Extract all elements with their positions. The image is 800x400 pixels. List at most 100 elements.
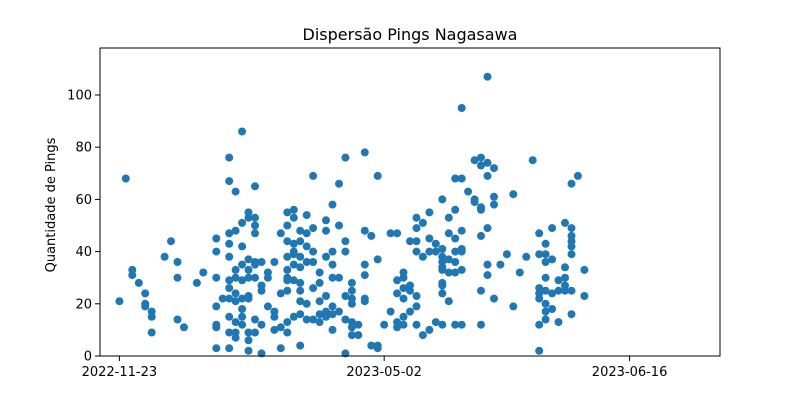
y-tick-label: 80 [75,141,92,156]
data-point [490,294,498,303]
data-point [251,315,259,324]
data-point [289,213,298,222]
data-point [212,344,221,353]
data-point [231,265,240,274]
data-point [490,192,498,201]
data-point [354,331,363,340]
data-point [548,289,557,298]
data-point [457,174,466,183]
data-point [367,231,376,240]
data-point [399,284,408,293]
data-point [360,297,369,306]
data-point [218,294,227,303]
x-axis: 2022-11-23 2023-05-02 2023-06-16 [82,356,668,380]
data-point [341,247,350,256]
data-point [509,302,518,311]
data-point [251,273,259,282]
data-point [251,328,259,337]
x-tick-label: 2023-06-16 [592,365,668,380]
data-point [276,229,285,238]
data-point [425,325,434,334]
data-point [251,221,259,230]
data-point [322,292,330,300]
data-point [444,297,453,306]
data-point [393,229,402,238]
data-point [490,200,498,209]
data-point [289,276,298,285]
data-point [121,174,130,183]
data-point [283,208,292,217]
data-point [580,292,589,300]
data-point [347,286,356,295]
data-point [444,255,453,264]
data-point [438,320,447,329]
data-point [231,333,240,342]
data-point [276,289,285,298]
data-point [225,312,234,321]
data-point [315,278,324,287]
data-point [393,289,402,298]
data-point [567,242,576,251]
data-point [302,258,311,266]
data-point [438,281,447,290]
data-point [457,265,466,274]
data-point [322,226,330,235]
data-point [296,286,305,295]
data-point [477,320,485,329]
data-point [302,229,311,238]
data-point [431,247,440,256]
data-point [238,294,247,303]
data-point [418,218,427,227]
data-point [251,213,259,222]
data-point [147,328,156,337]
data-point [335,307,343,316]
data-point [251,260,259,269]
data-point [535,346,544,355]
data-point [399,294,408,303]
data-point [225,276,234,285]
data-point [541,286,550,295]
data-point [393,276,402,285]
data-point [360,271,369,280]
data-point [309,258,318,266]
data-point [270,258,279,266]
data-point [231,318,240,327]
data-point [373,255,382,264]
data-point [567,250,576,259]
data-point [309,224,318,233]
x-tick-label: 2023-05-02 [346,365,422,380]
data-point [341,292,350,300]
data-point [367,341,376,350]
data-point [354,320,363,329]
y-tick-label: 40 [75,245,92,260]
data-point [173,273,182,282]
data-point [554,318,563,327]
data-point [302,299,311,308]
data-point [309,315,318,324]
data-point [328,325,337,334]
data-point [567,286,576,295]
data-point [406,237,414,246]
data-point [283,265,292,274]
data-point [451,247,460,256]
y-tick-label: 0 [84,350,92,365]
data-point [263,302,272,311]
data-point [212,273,221,282]
data-point [347,299,356,308]
data-point [257,320,266,329]
data-point [335,179,343,188]
data-point [322,252,330,261]
data-point [251,229,259,238]
data-point [457,247,466,256]
data-point [238,260,247,269]
data-point [438,195,447,204]
data-point [199,268,208,277]
data-point [470,198,479,206]
data-point [160,252,169,261]
data-point [412,224,421,233]
data-point [180,323,188,332]
data-point [283,328,292,337]
data-point [483,271,492,280]
data-point [244,294,253,303]
